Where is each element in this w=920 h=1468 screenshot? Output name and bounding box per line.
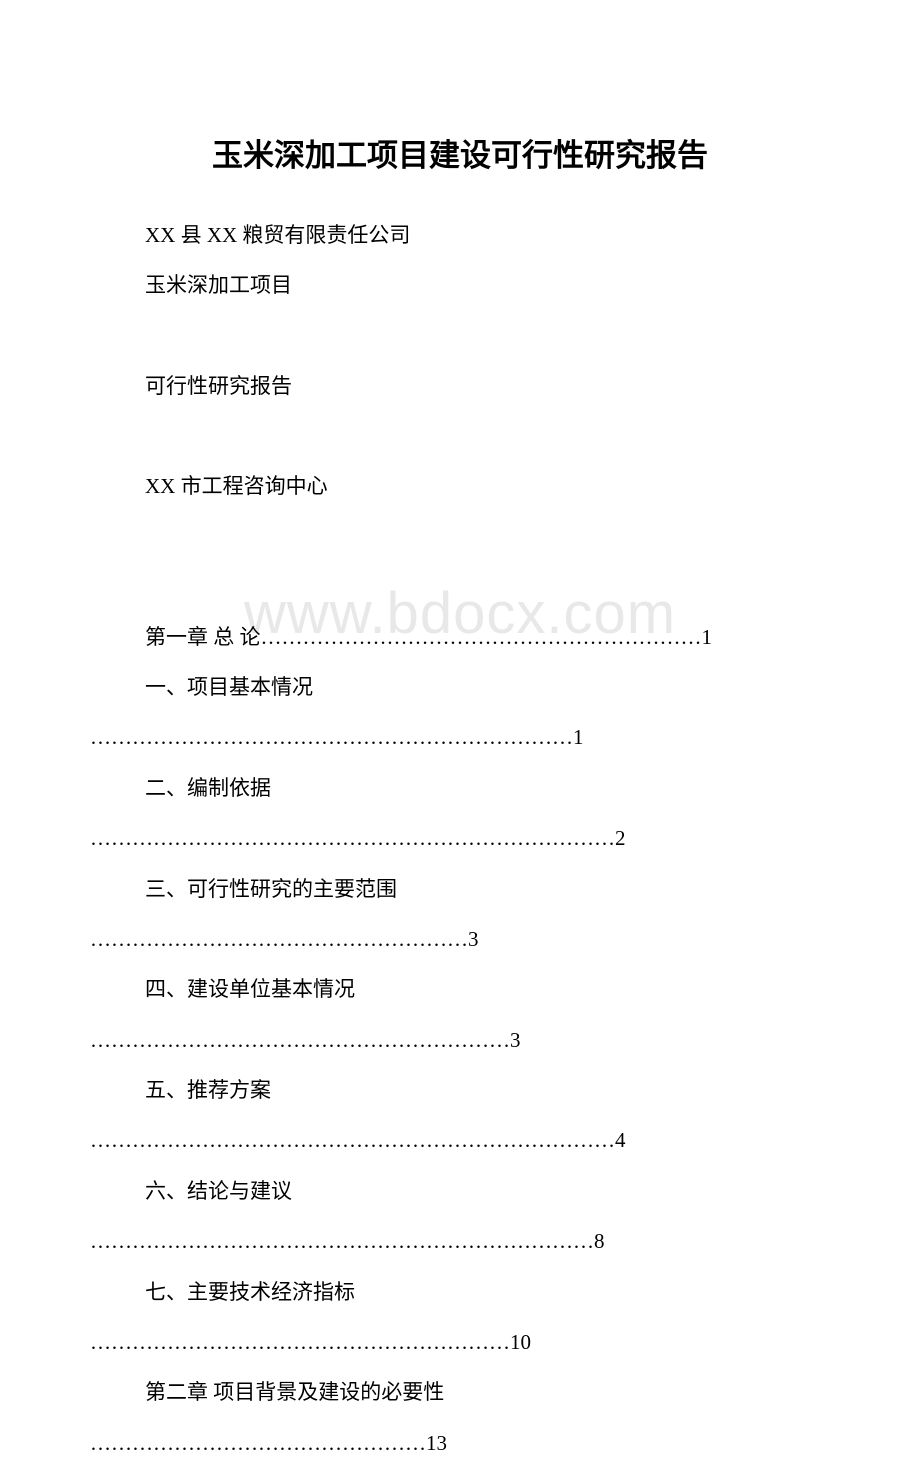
spacer <box>90 512 830 612</box>
toc-page: 3 <box>510 1028 521 1052</box>
toc-page: 13 <box>426 1431 447 1455</box>
toc-dots: ……………………………………………… <box>90 927 468 951</box>
toc-item-5-label: 五、推荐方案 <box>90 1065 830 1115</box>
toc-page: 10 <box>510 1330 531 1354</box>
toc-dots: …………………………………………………… <box>90 1330 510 1354</box>
toc-label: 第一章 总 论 <box>90 625 261 649</box>
toc-chapter-2-dots: …………………………………………13 <box>90 1418 830 1468</box>
toc-page: 1 <box>702 625 713 649</box>
toc-chapter-2-label: 第二章 项目背景及建设的必要性 <box>90 1367 830 1417</box>
project-name: 玉米深加工项目 <box>90 260 830 310</box>
toc-item-2-label: 二、编制依据 <box>90 763 830 813</box>
toc-item-6-dots: ………………………………………………………………8 <box>90 1216 830 1266</box>
toc-item-5-dots: …………………………………………………………………4 <box>90 1115 830 1165</box>
toc-page: 4 <box>615 1128 626 1152</box>
toc-dots: ………………………………………………………………… <box>90 826 615 850</box>
toc-item-4-dots: ……………………………………………………3 <box>90 1015 830 1065</box>
report-type: 可行性研究报告 <box>90 361 830 411</box>
toc-page: 8 <box>594 1229 605 1253</box>
document-content: 玉米深加工项目建设可行性研究报告 XX 县 XX 粮贸有限责任公司 玉米深加工项… <box>90 130 830 1468</box>
toc-chapter-1: 第一章 总 论………………………………………………………1 <box>90 612 830 662</box>
toc-item-2-dots: …………………………………………………………………2 <box>90 813 830 863</box>
toc-dots: ………………………………………… <box>90 1431 426 1455</box>
toc-item-1-label: 一、项目基本情况 <box>90 662 830 712</box>
spacer <box>90 411 830 461</box>
document-title: 玉米深加工项目建设可行性研究报告 <box>90 130 830 175</box>
toc-dots: …………………………………………………………… <box>90 725 573 749</box>
toc-item-3-label: 三、可行性研究的主要范围 <box>90 864 830 914</box>
toc-item-1-dots: ……………………………………………………………1 <box>90 712 830 762</box>
spacer <box>90 311 830 361</box>
toc-dots: ……………………………………………………………… <box>90 1229 594 1253</box>
author-org: XX 市工程咨询中心 <box>90 461 830 511</box>
toc-dots: ……………………………………………………… <box>261 625 702 649</box>
toc-item-6-label: 六、结论与建议 <box>90 1166 830 1216</box>
toc-item-3-dots: ………………………………………………3 <box>90 914 830 964</box>
toc-item-7-dots: ……………………………………………………10 <box>90 1317 830 1367</box>
toc-dots: ………………………………………………………………… <box>90 1128 615 1152</box>
toc-page: 3 <box>468 927 479 951</box>
company-name: XX 县 XX 粮贸有限责任公司 <box>90 210 830 260</box>
toc-item-7-label: 七、主要技术经济指标 <box>90 1267 830 1317</box>
toc-dots: …………………………………………………… <box>90 1028 510 1052</box>
toc-page: 1 <box>573 725 584 749</box>
toc-page: 2 <box>615 826 626 850</box>
toc-item-4-label: 四、建设单位基本情况 <box>90 964 830 1014</box>
